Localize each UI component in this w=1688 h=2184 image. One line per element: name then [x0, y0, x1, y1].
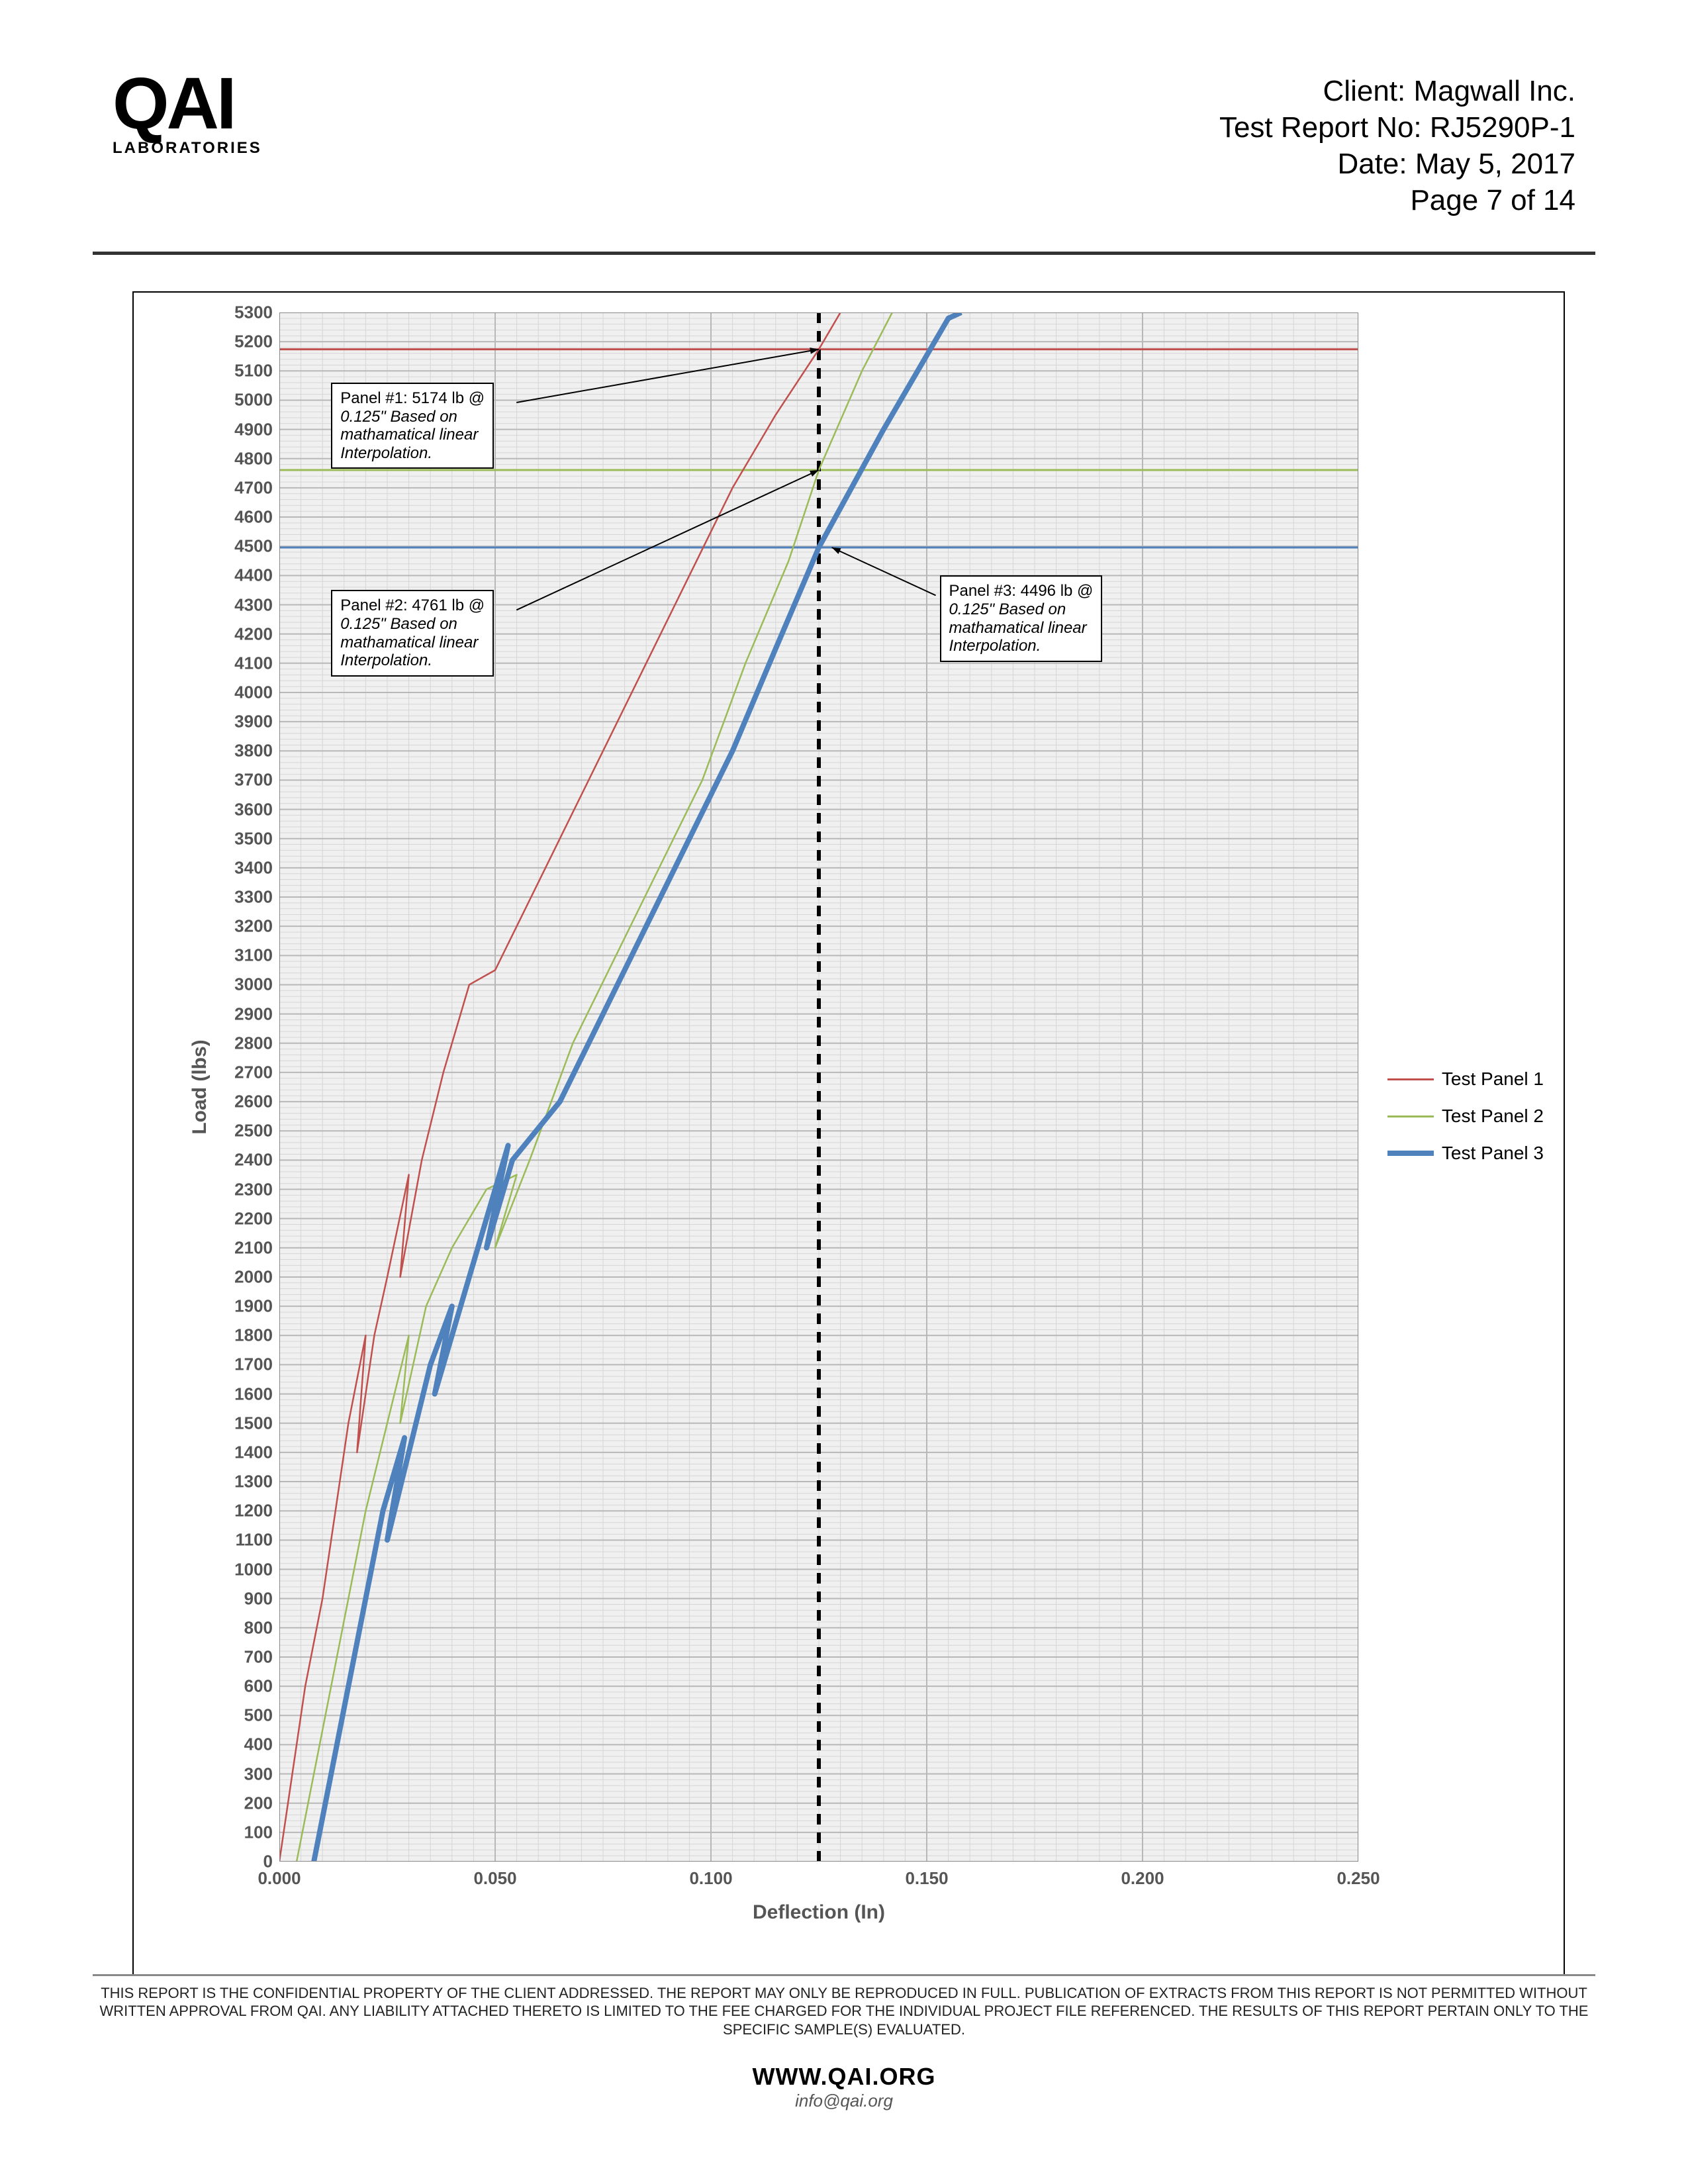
y-tick-label: 1300 [220, 1472, 273, 1492]
legend: Test Panel 1Test Panel 2Test Panel 3 [1387, 1061, 1544, 1172]
date-line: Date: May 5, 2017 [1219, 146, 1575, 182]
y-tick-label: 600 [220, 1676, 273, 1697]
x-tick-label: 0.150 [905, 1868, 948, 1889]
y-tick-label: 2500 [220, 1121, 273, 1141]
x-tick-label: 0.200 [1121, 1868, 1164, 1889]
x-tick-label: 0.250 [1336, 1868, 1380, 1889]
y-tick-label: 4900 [220, 419, 273, 440]
x-axis-label: Deflection (In) [279, 1901, 1358, 1924]
page-line: Page 7 of 14 [1219, 182, 1575, 218]
y-tick-label: 3900 [220, 712, 273, 732]
y-tick-label: 100 [220, 1822, 273, 1842]
y-tick-label: 4100 [220, 653, 273, 673]
y-tick-label: 800 [220, 1617, 273, 1638]
y-tick-label: 3500 [220, 828, 273, 849]
x-tick-label: 0.100 [689, 1868, 732, 1889]
y-tick-label: 4600 [220, 507, 273, 528]
qai-logo: QAI LABORATORIES [113, 73, 262, 158]
legend-label: Test Panel 1 [1442, 1061, 1544, 1098]
report-page: QAI LABORATORIES Client: Magwall Inc. Te… [0, 0, 1688, 2184]
x-tick-label: 0.050 [473, 1868, 516, 1889]
y-tick-label: 2900 [220, 1004, 273, 1024]
chart-svg [279, 312, 1358, 1862]
y-tick-label: 3000 [220, 974, 273, 995]
y-tick-label: 3300 [220, 887, 273, 908]
y-tick-label: 3400 [220, 857, 273, 878]
y-tick-label: 4400 [220, 565, 273, 586]
y-tick-label: 4700 [220, 477, 273, 498]
y-tick-label: 2800 [220, 1033, 273, 1053]
y-tick-label: 4500 [220, 536, 273, 557]
footer-rule [93, 1974, 1595, 1976]
y-tick-label: 2300 [220, 1179, 273, 1200]
y-tick-label: 4200 [220, 624, 273, 644]
plot-area: Load (lbs) Deflection (In) 0100200300400… [279, 312, 1358, 1862]
report-header: Client: Magwall Inc. Test Report No: RJ5… [1219, 73, 1575, 218]
y-tick-label: 500 [220, 1705, 273, 1726]
callout-box: Panel #2: 4761 lb @0.125" Based onmatham… [331, 590, 494, 676]
y-tick-label: 3100 [220, 945, 273, 966]
y-tick-label: 200 [220, 1793, 273, 1813]
footer-contact: WWW.QAI.ORG info@qai.org [0, 2063, 1688, 2111]
y-tick-label: 1400 [220, 1442, 273, 1462]
y-tick-label: 1600 [220, 1384, 273, 1404]
y-tick-label: 5100 [220, 361, 273, 381]
footer: THIS REPORT IS THE CONFIDENTIAL PROPERTY… [93, 1974, 1595, 2039]
y-tick-label: 300 [220, 1764, 273, 1784]
y-tick-label: 2200 [220, 1208, 273, 1229]
x-tick-label: 0.000 [258, 1868, 301, 1889]
footer-url: WWW.QAI.ORG [0, 2063, 1688, 2091]
legend-swatch [1387, 1116, 1434, 1117]
y-tick-label: 1200 [220, 1501, 273, 1521]
y-tick-label: 700 [220, 1646, 273, 1667]
disclaimer-text: THIS REPORT IS THE CONFIDENTIAL PROPERTY… [93, 1984, 1595, 2039]
y-tick-label: 3200 [220, 916, 273, 937]
legend-label: Test Panel 2 [1442, 1098, 1544, 1135]
y-tick-label: 400 [220, 1734, 273, 1755]
chart-container: Load (lbs) Deflection (In) 0100200300400… [132, 291, 1565, 1975]
legend-item: Test Panel 1 [1387, 1061, 1544, 1098]
y-tick-label: 3600 [220, 799, 273, 820]
client-line: Client: Magwall Inc. [1219, 73, 1575, 109]
y-tick-label: 1000 [220, 1559, 273, 1580]
legend-swatch [1387, 1151, 1434, 1156]
y-tick-label: 2600 [220, 1092, 273, 1112]
y-tick-label: 2100 [220, 1237, 273, 1258]
y-tick-label: 4800 [220, 448, 273, 469]
y-tick-label: 5000 [220, 390, 273, 410]
y-tick-label: 1800 [220, 1325, 273, 1346]
legend-label: Test Panel 3 [1442, 1135, 1544, 1172]
callout-box: Panel #3: 4496 lb @0.125" Based onmatham… [940, 575, 1103, 661]
footer-email: info@qai.org [0, 2091, 1688, 2111]
legend-swatch [1387, 1078, 1434, 1080]
y-tick-label: 5300 [220, 303, 273, 323]
y-tick-label: 1900 [220, 1296, 273, 1317]
y-tick-label: 2400 [220, 1150, 273, 1170]
legend-item: Test Panel 3 [1387, 1135, 1544, 1172]
y-tick-label: 3700 [220, 770, 273, 790]
y-tick-label: 1700 [220, 1354, 273, 1375]
y-tick-label: 4300 [220, 594, 273, 615]
report-no-line: Test Report No: RJ5290P-1 [1219, 109, 1575, 146]
y-axis-label-wrap: Load (lbs) [187, 312, 213, 1862]
y-tick-label: 2700 [220, 1062, 273, 1082]
logo-subtext: LABORATORIES [113, 139, 262, 158]
y-axis-label: Load (lbs) [189, 1039, 211, 1134]
y-tick-label: 1500 [220, 1413, 273, 1433]
y-tick-label: 3800 [220, 741, 273, 761]
header-rule [93, 252, 1595, 255]
callout-box: Panel #1: 5174 lb @0.125" Based onmatham… [331, 383, 494, 469]
logo-text: QAI [113, 73, 262, 135]
y-tick-label: 2000 [220, 1266, 273, 1287]
y-tick-label: 900 [220, 1588, 273, 1609]
y-tick-label: 1100 [220, 1530, 273, 1550]
y-tick-label: 4000 [220, 682, 273, 702]
legend-item: Test Panel 2 [1387, 1098, 1544, 1135]
y-tick-label: 5200 [220, 332, 273, 352]
